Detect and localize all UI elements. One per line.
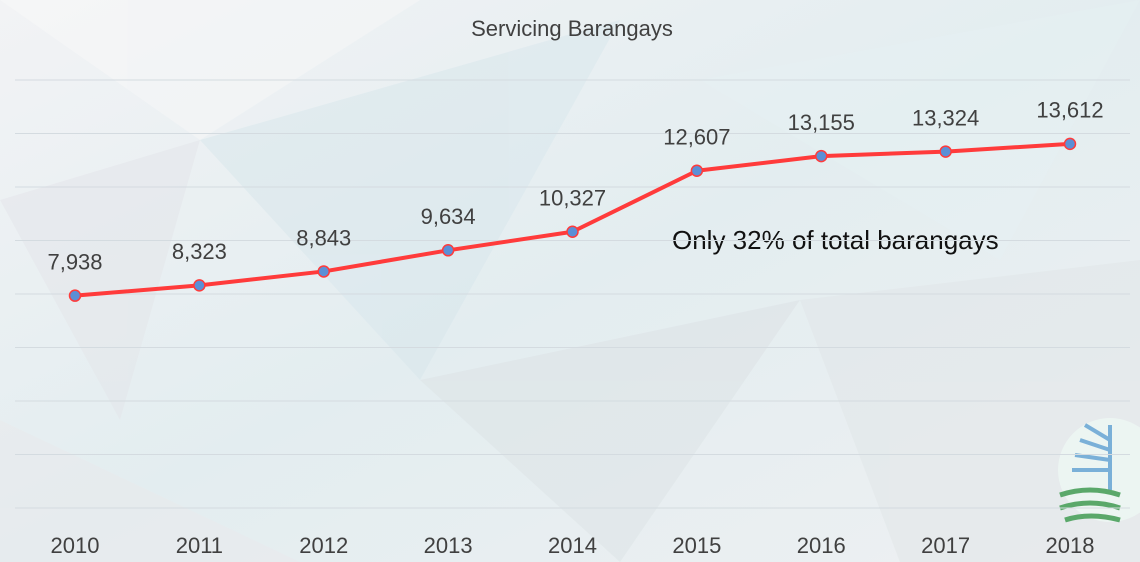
data-label: 12,607 [663, 125, 730, 150]
x-tick-label: 2014 [548, 533, 597, 558]
data-label: 7,938 [47, 249, 102, 274]
x-tick-label: 2011 [176, 533, 223, 558]
data-label: 10,327 [539, 186, 606, 211]
x-tick-label: 2018 [1046, 533, 1095, 558]
x-tick-label: 2012 [299, 533, 348, 558]
data-label: 8,323 [172, 239, 227, 264]
data-label: 13,155 [788, 110, 855, 135]
point [690, 164, 704, 178]
x-tick-label: 2010 [51, 533, 100, 558]
annotation: Only 32% of total barangays [672, 225, 999, 255]
point [317, 265, 330, 278]
point [193, 279, 206, 292]
data-label: 9,634 [421, 204, 476, 229]
x-tick-label: 2015 [672, 533, 721, 558]
data-label: 8,843 [296, 225, 351, 250]
point [939, 145, 952, 158]
point [566, 225, 579, 239]
point [68, 289, 82, 302]
x-tick-label: 2017 [921, 533, 970, 558]
x-tick-label: 2016 [797, 533, 846, 558]
logo [1058, 418, 1140, 523]
point [1063, 137, 1077, 151]
point [441, 244, 455, 257]
point [815, 149, 828, 163]
chart-title: Servicing Barangays [471, 16, 673, 41]
x-tick-label: 2013 [424, 533, 473, 558]
data-label: 13,324 [912, 105, 979, 130]
data-label: 13,612 [1036, 98, 1103, 123]
